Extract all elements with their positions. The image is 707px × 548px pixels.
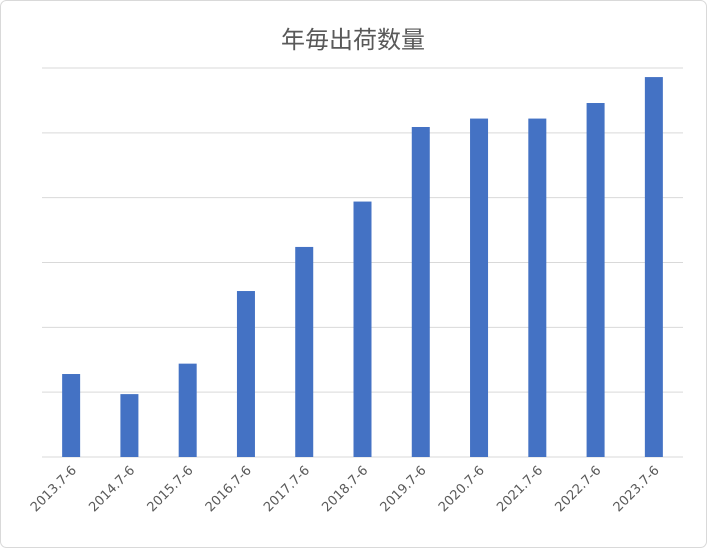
bar <box>411 126 430 457</box>
bar <box>586 103 605 457</box>
bar <box>528 118 547 457</box>
bar <box>644 77 663 458</box>
bar <box>353 201 372 457</box>
bar <box>470 118 489 457</box>
bar <box>62 374 81 457</box>
bar <box>120 394 139 457</box>
chart-title: 年毎出荷数量 <box>281 26 425 54</box>
bar <box>236 291 255 457</box>
bar <box>178 363 197 457</box>
bar <box>295 246 314 457</box>
